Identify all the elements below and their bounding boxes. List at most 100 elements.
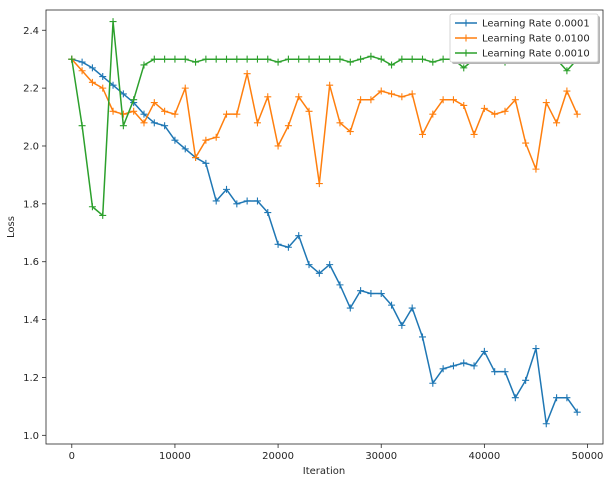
data-point <box>161 55 169 63</box>
plot-frame <box>45 9 604 445</box>
data-point <box>119 122 127 130</box>
data-point <box>377 87 385 95</box>
data-point <box>88 203 96 211</box>
data-point <box>99 211 107 219</box>
legend-marker <box>462 34 470 42</box>
data-point <box>119 90 127 98</box>
data-point <box>171 136 179 144</box>
data-point <box>439 55 447 63</box>
data-point <box>357 96 365 104</box>
legend-entry-label: Learning Rate 0.0001 <box>482 19 590 30</box>
data-point <box>295 232 303 240</box>
data-point <box>78 67 86 75</box>
data-point <box>449 96 457 104</box>
data-point <box>274 58 282 66</box>
data-point <box>367 52 375 60</box>
y-tick-label: 1.4 <box>23 315 39 326</box>
data-point <box>130 107 138 115</box>
data-point <box>171 110 179 118</box>
data-point <box>119 110 127 118</box>
y-tick-label: 2.4 <box>23 26 39 37</box>
data-point <box>357 287 365 295</box>
data-point <box>192 58 200 66</box>
legend-box <box>449 13 599 63</box>
data-point <box>202 55 210 63</box>
series-line <box>71 58 578 425</box>
data-point <box>284 55 292 63</box>
data-point <box>470 130 478 138</box>
data-point <box>449 362 457 370</box>
legend-entry-label: Learning Rate 0.0100 <box>482 34 590 45</box>
data-point <box>336 281 344 289</box>
data-point <box>398 93 406 101</box>
data-point <box>315 180 323 188</box>
x-tick-label: 10000 <box>159 451 191 462</box>
data-point <box>315 269 323 277</box>
data-point <box>398 55 406 63</box>
legend-entry-label: Learning Rate 0.0010 <box>482 49 590 60</box>
data-point <box>243 55 251 63</box>
data-point <box>274 142 282 150</box>
data-point <box>429 58 437 66</box>
data-point <box>418 333 426 341</box>
data-point <box>511 96 519 104</box>
data-point <box>264 55 272 63</box>
data-point <box>202 159 210 167</box>
data-point <box>408 304 416 312</box>
data-point <box>243 70 251 78</box>
data-point <box>460 64 468 72</box>
y-tick-label: 2.0 <box>23 141 39 152</box>
data-point <box>253 119 261 127</box>
data-point <box>398 321 406 329</box>
data-point <box>78 122 86 130</box>
data-point <box>233 110 241 118</box>
data-point <box>367 290 375 298</box>
data-point <box>253 197 261 205</box>
data-point <box>99 84 107 92</box>
data-point <box>88 64 96 72</box>
data-point <box>429 110 437 118</box>
data-point <box>161 122 169 130</box>
data-point <box>346 128 354 136</box>
data-point <box>223 185 231 193</box>
data-point <box>522 376 530 384</box>
data-point <box>346 58 354 66</box>
data-point <box>377 290 385 298</box>
data-point <box>491 110 499 118</box>
data-point <box>439 96 447 104</box>
data-point <box>181 55 189 63</box>
data-point <box>284 243 292 251</box>
legend: Learning Rate 0.0001 Learning Rate 0.0100… <box>449 13 600 64</box>
data-point <box>140 119 148 127</box>
data-point <box>460 359 468 367</box>
data-point <box>408 55 416 63</box>
data-point <box>573 110 581 118</box>
data-point <box>563 67 571 75</box>
data-point <box>68 55 76 63</box>
data-point <box>563 394 571 402</box>
data-point <box>181 145 189 153</box>
data-point <box>315 55 323 63</box>
data-point <box>274 240 282 248</box>
data-point <box>501 107 509 115</box>
data-point <box>109 18 117 26</box>
data-point <box>480 347 488 355</box>
data-point <box>264 209 272 217</box>
x-tick-label: 20000 <box>262 451 294 462</box>
data-point <box>326 261 334 269</box>
data-point <box>357 55 365 63</box>
data-point <box>130 96 138 104</box>
data-point <box>243 197 251 205</box>
y-axis-label: Loss <box>6 216 17 238</box>
data-point <box>202 136 210 144</box>
legend-marker <box>462 19 470 27</box>
data-point <box>346 304 354 312</box>
data-point <box>140 110 148 118</box>
data-point <box>223 55 231 63</box>
data-point <box>109 107 117 115</box>
y-axis: 1.0 1.2 1.4 1.6 1.8 2.0 2.2 2.4 <box>23 26 46 442</box>
data-point <box>377 55 385 63</box>
data-point <box>563 87 571 95</box>
data-point <box>553 119 561 127</box>
data-point <box>573 408 581 416</box>
